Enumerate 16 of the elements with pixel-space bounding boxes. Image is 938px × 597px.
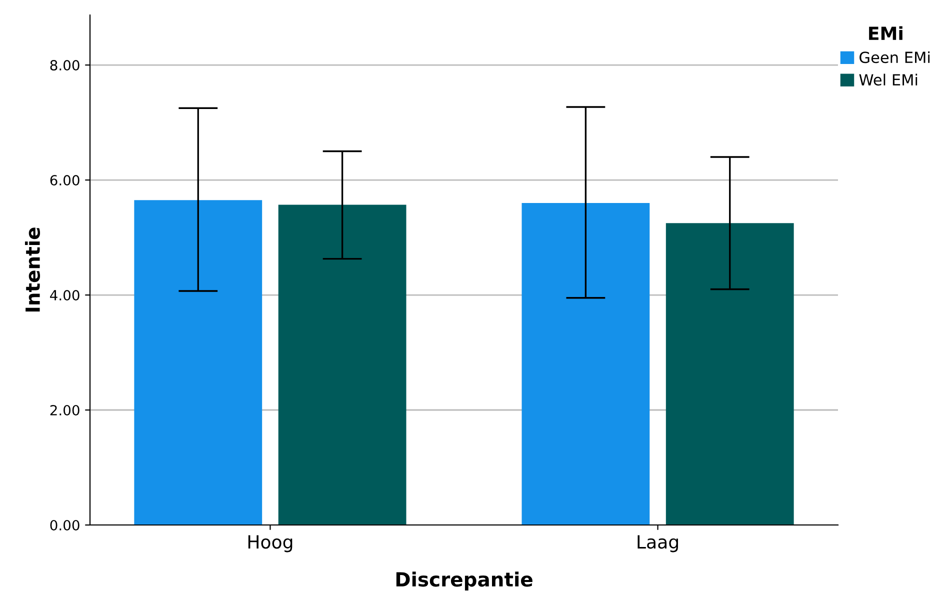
- y-tick-label: 4.00: [50, 290, 80, 300]
- legend-label: Geen EMi: [860, 51, 930, 64]
- bar: [134, 200, 262, 525]
- bar: [666, 223, 794, 525]
- y-tick-label: 2.00: [50, 404, 80, 416]
- y-tick-label: 6.00: [50, 174, 80, 186]
- legend-label: Wel EMi: [859, 74, 918, 86]
- y-tick-label: 0.00: [50, 520, 80, 530]
- y-tick-label: 8.00: [50, 60, 80, 70]
- y-axis-title: Intentie: [24, 228, 40, 312]
- legend-title: EMi: [869, 26, 902, 40]
- bar: [522, 203, 650, 525]
- bar: [278, 204, 406, 525]
- x-tick-label: Laag: [638, 535, 678, 552]
- x-tick-label: Hoog: [248, 535, 292, 552]
- x-axis-title: Discrepantie: [396, 572, 532, 590]
